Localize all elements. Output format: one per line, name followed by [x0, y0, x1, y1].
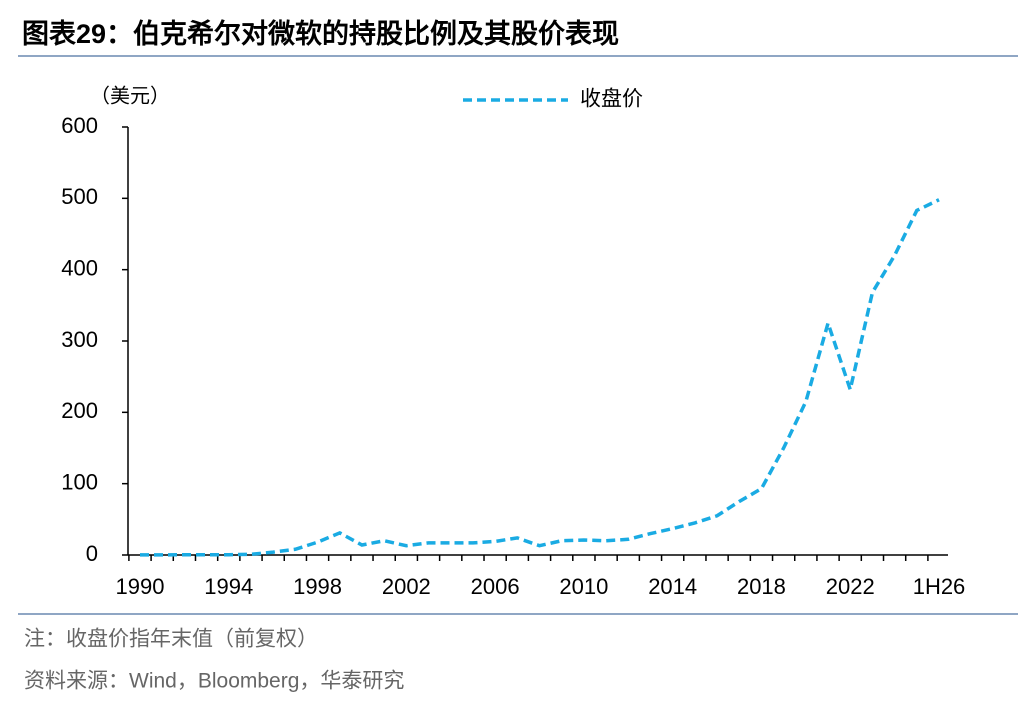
y-tick-label: 100 [61, 469, 98, 494]
y-tick-label: 200 [61, 398, 98, 423]
y-tick-label: 400 [61, 255, 98, 280]
x-tick-label: 1994 [204, 574, 253, 599]
x-tick-label: 1990 [116, 574, 165, 599]
x-tick-label: 2018 [737, 574, 786, 599]
source: 资料来源：Wind，Bloomberg，华泰研究 [24, 670, 404, 693]
x-tick-label: 1998 [293, 574, 342, 599]
y-tick-label: 500 [61, 184, 98, 209]
x-tick-label: 2006 [471, 574, 520, 599]
y-tick-label: 600 [61, 113, 98, 138]
line [139, 198, 940, 557]
x-tick-label: 1H26 [913, 574, 966, 599]
x-tick-label: 2010 [559, 574, 608, 599]
x-tick-label: 2022 [826, 574, 875, 599]
y-tick-label: 0 [86, 541, 98, 566]
y-tick-label: 300 [61, 327, 98, 352]
x-tick-label: 2002 [382, 574, 431, 599]
chart-title: 图表29：伯克希尔对微软的持股比例及其股价表现 [22, 18, 619, 49]
y-axis-label: （美元） [90, 84, 170, 107]
x-tick-label: 2014 [648, 574, 697, 599]
note: 注：收盘价指年末值（前复权） [24, 628, 318, 651]
legend-label: 收盘价 [580, 88, 643, 111]
